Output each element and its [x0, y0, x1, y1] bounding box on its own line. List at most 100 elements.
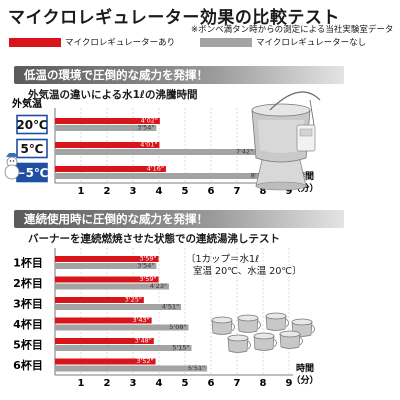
- x-tick-label: 7: [234, 378, 241, 389]
- x-axis-label-unit: （分）: [291, 374, 318, 386]
- x-tick-label: 5: [182, 378, 189, 389]
- data-label: 5'51": [188, 364, 205, 372]
- cup-handle: [257, 320, 261, 330]
- x-tick-label: 7: [234, 186, 241, 197]
- chart1-ylabel: 外気温: [11, 97, 42, 110]
- category-label: 1杯目: [13, 256, 43, 270]
- data-label: 4'16": [147, 165, 164, 173]
- x-tick-label: 6: [208, 378, 215, 389]
- bar-without-regulator: [55, 263, 157, 269]
- cup-rim: [227, 334, 249, 342]
- cup-body: [237, 317, 259, 333]
- section2-banner: 連続使用時に圧倒的な威力を発揮！: [14, 210, 344, 228]
- x-axis-label: 時間: [296, 362, 314, 374]
- bar-with-regulator: [55, 276, 159, 283]
- bar-without-regulator: [55, 345, 192, 351]
- cup-body: [265, 315, 287, 331]
- cup-handle: [285, 318, 289, 328]
- cup-rim: [211, 316, 233, 324]
- bar-without-regulator: [55, 149, 256, 155]
- bar-without-regulator: [55, 365, 208, 372]
- cups-illustration: [211, 312, 315, 353]
- data-label: 4'01": [140, 141, 157, 149]
- category-box: [16, 138, 48, 159]
- data-label: 4'02": [141, 117, 158, 125]
- x-tick-label: 1: [78, 378, 85, 389]
- category-label: 3杯目: [13, 297, 43, 311]
- cup-rim: [291, 318, 313, 326]
- section2-subtitle: バーナーを連続燃焼させた状態での連続湯沸しテスト: [28, 233, 280, 245]
- legend-item-without-regulator: マイクロレギュレーターなし: [200, 36, 366, 48]
- bar-without-regulator: [55, 125, 157, 131]
- snowman-icon: [4, 153, 20, 180]
- condition-line2: 室温 20℃、水温 20℃〕: [193, 266, 302, 277]
- data-label: 5'08": [169, 323, 186, 331]
- cup-handle: [247, 340, 251, 350]
- x-tick-label: 3: [130, 186, 137, 197]
- x-tick-label: 8: [260, 186, 267, 197]
- category-label: 6杯目: [13, 358, 43, 372]
- bar-with-regulator: [55, 317, 152, 324]
- chart-continuous-boiling: 1 2 3 4 5 6 7 8 9時間（分）3'59"3'54"1杯目3'59"4'23"2杯目…: [13, 248, 319, 389]
- bar-with-regulator: [55, 142, 160, 148]
- bar-with-regulator: [55, 166, 166, 172]
- category-label: 5杯目: [13, 338, 43, 352]
- bar-with-regulator: [55, 256, 159, 262]
- data-label: 5'15": [172, 344, 189, 352]
- x-tick-label: 2: [104, 186, 111, 197]
- data-label: 3'52": [136, 357, 153, 365]
- x-tick-label: 5: [182, 186, 189, 197]
- data-label: 3'59": [139, 275, 156, 283]
- x-tick-label: 1: [78, 186, 85, 197]
- data-label: 3'54": [137, 124, 154, 132]
- x-tick-label: 3: [130, 378, 137, 389]
- legend-label-without-regulator: マイクロレギュレーターなし: [256, 38, 367, 48]
- legend-label-with-regulator: マイクロレギュレーターあり: [65, 38, 176, 48]
- cup-handle: [231, 322, 235, 332]
- data-label: 4'23": [150, 282, 167, 290]
- category-label: 4杯目: [13, 317, 43, 331]
- data-source-note: ※ボンベ満タン時からの測定による当社実験室データ: [191, 25, 394, 35]
- cup-rim: [253, 332, 275, 340]
- cup-handle: [311, 324, 315, 334]
- condition-line1: 〔1カップ＝水1ℓ: [186, 254, 260, 265]
- legend-swatch-red: [9, 37, 61, 47]
- x-tick-label: 9: [286, 378, 293, 389]
- x-tick-label: 4: [156, 378, 163, 389]
- section1-subtitle: 外気温の違いによる水1ℓの沸騰時間: [28, 89, 198, 101]
- bar-with-regulator: [55, 297, 144, 303]
- pot-on-stove-illustration: [251, 91, 321, 191]
- x-tick-label: 6: [208, 186, 215, 197]
- cup-body: [279, 333, 301, 349]
- cup-body: [253, 335, 275, 351]
- category-label: 20℃: [16, 118, 47, 132]
- cup-body: [227, 337, 249, 353]
- category-box: [16, 114, 48, 135]
- bar-without-regulator: [55, 283, 169, 290]
- cup-handle: [273, 338, 277, 348]
- data-label: 3'48": [135, 337, 152, 345]
- data-label: 3'43": [132, 316, 149, 324]
- data-label: 3'59": [139, 255, 156, 263]
- category-label: 5℃: [21, 142, 44, 156]
- data-label: 3'25": [125, 296, 142, 304]
- legend-swatch-gray: [200, 37, 252, 47]
- data-label: 3'54": [137, 262, 154, 270]
- data-label: 4'51": [162, 303, 179, 311]
- bar-with-regulator: [55, 358, 156, 365]
- cup-handle: [299, 336, 303, 346]
- legend-item-with-regulator: マイクロレギュレーターあり: [9, 36, 175, 48]
- section1-banner: 低温の環境で圧倒的な威力を発揮！: [14, 66, 344, 84]
- bar-with-regulator: [55, 118, 160, 124]
- cup-body: [211, 319, 233, 335]
- bar-without-regulator: [55, 324, 189, 331]
- x-tick-label: 2: [104, 378, 111, 389]
- bar-without-regulator: [55, 173, 270, 179]
- cup-rim: [279, 330, 301, 338]
- cup-rim: [265, 312, 287, 320]
- x-tick-label: 9: [286, 186, 293, 197]
- bar-without-regulator: [55, 304, 182, 310]
- category-label: −5℃: [16, 166, 49, 180]
